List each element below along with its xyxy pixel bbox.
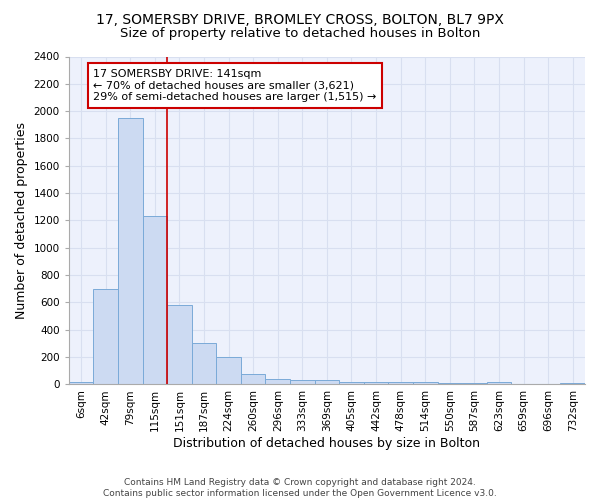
Bar (192, 343, 217, 384)
Bar (364, 382, 388, 384)
Bar (339, 382, 364, 384)
Bar (388, 382, 413, 384)
Y-axis label: Number of detached properties: Number of detached properties (15, 122, 28, 319)
Bar (118, 118, 143, 384)
Bar (437, 383, 462, 384)
Bar (167, 305, 192, 384)
Bar (314, 380, 339, 384)
Bar (241, 374, 265, 384)
Bar (143, 216, 167, 384)
Bar (94, 289, 118, 384)
Bar (265, 379, 290, 384)
Text: 17, SOMERSBY DRIVE, BROMLEY CROSS, BOLTON, BL7 9PX: 17, SOMERSBY DRIVE, BROMLEY CROSS, BOLTO… (96, 12, 504, 26)
Bar (462, 383, 487, 384)
Text: Size of property relative to detached houses in Bolton: Size of property relative to detached ho… (120, 28, 480, 40)
Text: Contains HM Land Registry data © Crown copyright and database right 2024.
Contai: Contains HM Land Registry data © Crown c… (103, 478, 497, 498)
Bar (217, 357, 241, 384)
Bar (487, 382, 511, 384)
Bar (560, 383, 585, 384)
X-axis label: Distribution of detached houses by size in Bolton: Distribution of detached houses by size … (173, 437, 481, 450)
Text: 17 SOMERSBY DRIVE: 141sqm
← 70% of detached houses are smaller (3,621)
29% of se: 17 SOMERSBY DRIVE: 141sqm ← 70% of detac… (94, 69, 377, 102)
Bar (413, 382, 437, 384)
Bar (69, 382, 94, 384)
Bar (290, 380, 314, 384)
